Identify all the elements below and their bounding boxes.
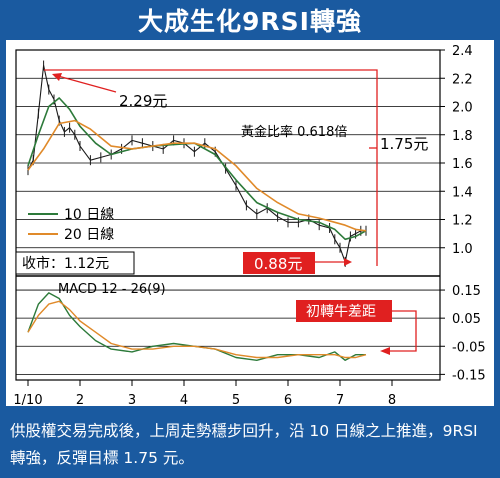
- low-label-box: [243, 252, 315, 274]
- high-label: 2.29元: [119, 92, 167, 110]
- legend-label-20: 20 日線: [64, 227, 114, 243]
- price-tick-label: 1.2: [452, 214, 473, 229]
- price-axis: 1.0 1.2 1.4 1.6 1.8 2.0 2.2 2.4: [440, 44, 473, 257]
- macd-tick-label: 0.15: [452, 284, 481, 299]
- bull-gap-label: 初轉牛差距: [306, 303, 376, 320]
- series-line-20 日線: [27, 119, 367, 232]
- bull-gap-connector: [388, 310, 417, 352]
- chart-panel: 1.0 1.2 1.4 1.6 1.8 2.0 2.2 2.4 0.15 0.05 -0.05 -0…: [6, 40, 494, 408]
- month-tick-label: 8: [388, 393, 396, 406]
- series-line-price: [27, 64, 366, 263]
- macd-line-signal: [27, 300, 367, 359]
- macd-axis: 0.15 0.05 -0.05 -0.15: [440, 284, 486, 383]
- close-label: 收市：1.12元: [22, 255, 109, 272]
- bull-gap-box: [296, 300, 392, 322]
- macd-tick-label: -0.05: [452, 340, 486, 355]
- price-tick-label: 2.2: [452, 72, 473, 87]
- macd-tick-label: 0.05: [452, 312, 481, 327]
- high-arrowhead: [52, 73, 62, 81]
- bull-gap-arrowhead: [380, 347, 390, 355]
- target-bracket: [44, 69, 378, 266]
- legend-label-10: 10 日線: [64, 207, 114, 223]
- price-tick-label: 2.0: [452, 101, 473, 116]
- month-axis: 1/10 2 3 4 5 6 7 8: [13, 380, 396, 408]
- month-tick-label: 5: [232, 393, 240, 406]
- high-arrow: [57, 75, 117, 93]
- price-tick-label: 1.8: [452, 129, 473, 144]
- price-tick-label: 1.6: [452, 157, 473, 172]
- month-tick-label: 2: [76, 393, 84, 406]
- series-layer: [27, 60, 367, 361]
- price-tick-label: 1.0: [452, 242, 473, 257]
- month-tick-label: 1/10: [13, 393, 42, 406]
- low-arrowhead: [344, 258, 352, 266]
- fib-label: 黃金比率 0.618倍: [241, 124, 347, 140]
- month-tick-label: 7: [336, 393, 344, 406]
- annotation-layer: 2.29元 黃金比率 0.618倍 1.75元 0.88元 10 日線 20 日…: [15, 69, 428, 355]
- caption-text: 供股權交易完成後，上周走勢穩步回升，沿 10 日線之上推進，9RSI 轉強，反彈…: [10, 422, 478, 467]
- low-label: 0.88元: [254, 255, 302, 273]
- price-chart: 1.0 1.2 1.4 1.6 1.8 2.0 2.2 2.4 0.15 0.05 -0.05 -0…: [13, 44, 486, 408]
- macd-title: MACD 12 - 26(9): [58, 282, 166, 297]
- target-label: 1.75元: [380, 135, 428, 153]
- month-tick-label: 6: [284, 393, 292, 406]
- price-tick-label: 1.4: [452, 185, 473, 200]
- month-tick-label: 4: [180, 393, 188, 406]
- page-title: 大成生化9RSI轉強: [138, 7, 362, 36]
- price-tick-label: 2.4: [452, 44, 473, 59]
- macd-tick-label: -0.15: [452, 368, 486, 383]
- close-label-box: [15, 251, 135, 275]
- month-tick-label: 3: [128, 393, 136, 406]
